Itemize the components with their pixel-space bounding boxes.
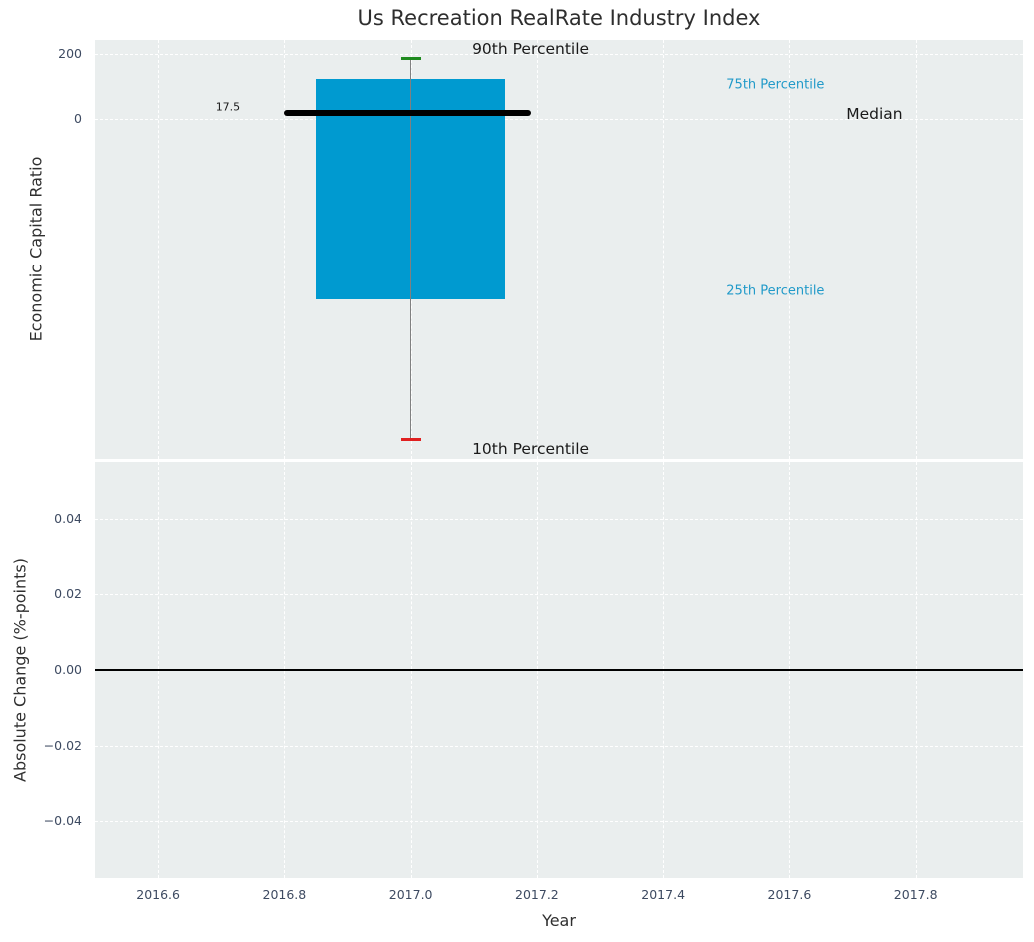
- gridline-vertical: [158, 40, 160, 459]
- p75-label: 75th Percentile: [726, 77, 825, 93]
- median-label: Median: [846, 105, 903, 124]
- gridline-horizontal: [95, 53, 1023, 55]
- x-tick-label: 2017.4: [641, 887, 686, 902]
- y-tick-label: 0.00: [54, 662, 82, 677]
- x-tick-label: 2017.0: [388, 887, 433, 902]
- gridline-vertical: [915, 40, 917, 459]
- gridline-vertical: [284, 40, 286, 459]
- chart-title: Us Recreation RealRate Industry Index: [357, 6, 761, 30]
- whisker-cap-90th: [400, 57, 421, 61]
- whisker-line: [410, 58, 412, 440]
- gridline-horizontal: [95, 518, 1023, 520]
- p10-label: 10th Percentile: [472, 439, 590, 458]
- y-tick-label: −0.04: [43, 813, 82, 829]
- gridline-horizontal: [95, 745, 1023, 747]
- whisker-cap-10th: [400, 437, 421, 441]
- y-tick-label: 0.02: [54, 586, 82, 602]
- x-tick-label: 2017.8: [893, 887, 938, 902]
- p90-label: 90th Percentile: [472, 40, 590, 59]
- zero-line: [95, 669, 1023, 671]
- p25-label: 25th Percentile: [726, 283, 825, 299]
- median-line: [284, 110, 531, 117]
- x-tick-label: 2016.6: [136, 887, 180, 902]
- gridline-vertical: [536, 40, 538, 459]
- gridline-horizontal: [95, 594, 1023, 596]
- y-tick-label: 0.04: [54, 510, 82, 526]
- y-tick-label: −0.02: [43, 737, 82, 753]
- gridline-horizontal: [95, 118, 1023, 120]
- top-plot-area: [95, 40, 1023, 459]
- y-axis-label-top: Economic Capital Ratio: [26, 156, 46, 342]
- gridline-vertical: [789, 40, 791, 459]
- gridline-vertical: [663, 40, 665, 459]
- gridline-horizontal: [95, 821, 1023, 823]
- x-tick-label: 2016.8: [262, 887, 307, 902]
- y-tick-label: 200: [58, 45, 82, 61]
- y-tick-label: 0: [74, 110, 82, 126]
- x-axis-label: Year: [542, 911, 576, 930]
- median-value-label: 17.5: [215, 100, 241, 114]
- x-tick-label: 2017.6: [767, 887, 812, 902]
- x-tick-label: 2017.2: [515, 887, 559, 902]
